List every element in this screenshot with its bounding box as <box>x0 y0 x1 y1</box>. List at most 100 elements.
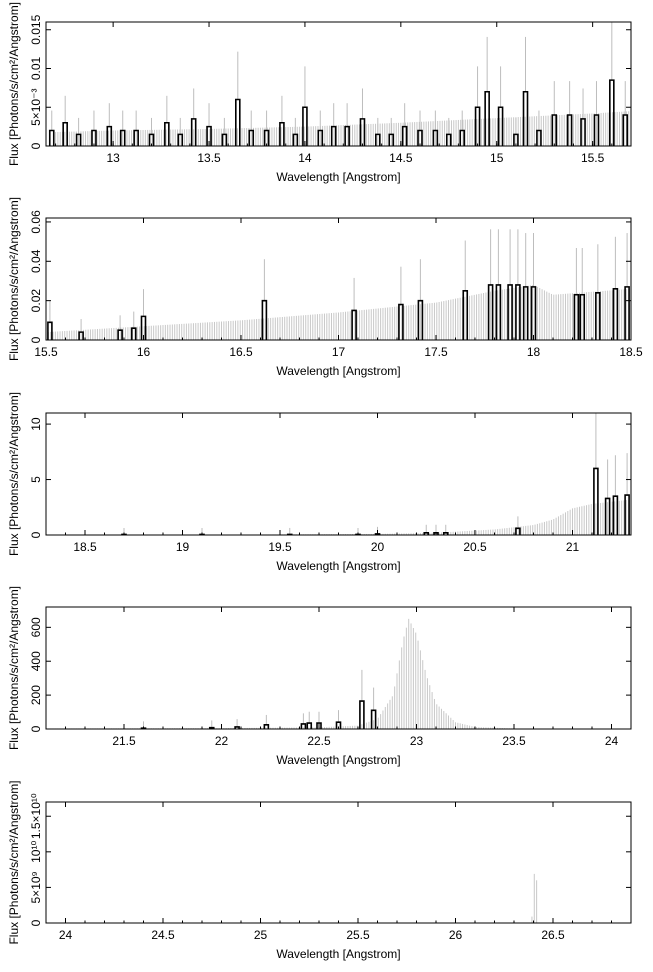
data-bar <box>612 288 619 340</box>
data-bar <box>417 129 423 146</box>
x-tick-label: 21.5 <box>112 734 136 748</box>
data-bar <box>47 321 53 340</box>
y-tick-label: 0.06 <box>29 210 43 234</box>
data-bar <box>445 133 452 146</box>
data-bar <box>474 106 481 146</box>
x-tick-label: 26.5 <box>541 928 565 942</box>
y-tick-label: 200 <box>29 685 43 705</box>
data-bar <box>306 722 313 729</box>
data-bar <box>536 129 542 146</box>
x-tick-label: 24.5 <box>151 928 175 942</box>
data-bar <box>566 114 573 146</box>
data-bar <box>78 331 84 340</box>
x-tick-label: 19.5 <box>268 540 292 554</box>
data-bar <box>263 723 270 729</box>
data-bar <box>221 133 228 146</box>
data-bar <box>442 531 449 535</box>
data-bar <box>401 125 408 146</box>
x-tick-label: 19 <box>176 540 190 554</box>
data-bar <box>551 114 558 146</box>
spectrum-panel-3: 18.5 19 19.5 20 20.5 21 0 5 10 Wavelength [Angstr… <box>7 392 632 573</box>
x-tick-label: 25 <box>254 928 268 942</box>
model-spectrum <box>55 111 630 146</box>
observed-spectrum <box>140 669 377 729</box>
plot-frame <box>45 21 632 147</box>
x-tick-label: 20.5 <box>463 540 487 554</box>
data-bar <box>593 114 600 146</box>
data-bar <box>388 133 395 146</box>
data-bar <box>432 129 439 146</box>
data-bar <box>622 114 629 146</box>
data-bar <box>522 90 529 146</box>
data-bar <box>484 90 490 146</box>
x-tick-label: 18.5 <box>73 540 97 554</box>
x-tick-label: 15 <box>490 151 504 165</box>
spectrum-panel-4: 21.5 22 22.5 23 23.5 24 0 200 400 600 Wavelength [… <box>7 586 632 767</box>
y-tick-label: 0 <box>29 336 43 343</box>
y-tick-label: 0 <box>29 725 43 732</box>
data-bar <box>235 98 241 146</box>
data-bar <box>130 327 137 340</box>
x-tick-label: 21 <box>566 540 580 554</box>
data-bar <box>497 106 504 146</box>
data-bar <box>330 125 337 146</box>
x-tick-label: 20 <box>371 540 385 554</box>
y-tick-label: 5×10⁻³ <box>29 89 43 126</box>
y-tick-label: 0.02 <box>29 289 43 313</box>
data-bar <box>370 709 377 729</box>
y-tick-label: 0 <box>29 142 43 149</box>
data-bar <box>604 497 611 535</box>
data-bar <box>177 133 184 146</box>
x-tick-label: 16.5 <box>229 345 253 359</box>
data-bar <box>234 726 240 729</box>
y-tick-label: 0 <box>29 531 43 538</box>
data-bar <box>317 129 324 146</box>
y-tick-label: 10 <box>29 417 43 431</box>
data-bar <box>279 121 285 146</box>
data-bar <box>609 79 615 146</box>
data-bar <box>300 723 307 729</box>
data-bar <box>106 125 113 146</box>
data-bar <box>507 284 513 340</box>
data-bar <box>624 494 630 535</box>
data-bar <box>417 299 424 340</box>
data-bar <box>513 133 519 146</box>
data-bar <box>462 290 469 340</box>
x-tick-label: 22.5 <box>307 734 331 748</box>
data-bar <box>612 495 619 535</box>
x-tick-label: 18.5 <box>619 345 643 359</box>
y-tick-label: 600 <box>29 617 43 637</box>
data-bar <box>580 118 586 146</box>
data-bar <box>459 129 466 146</box>
data-bar <box>302 106 308 146</box>
spectrum-panel-1: 13 13.5 14 14.5 15 15.5 0 5×10⁻³ 0.01 0.015 Wavele… <box>7 2 632 184</box>
data-bar <box>261 299 268 340</box>
data-bar <box>316 722 322 729</box>
x-tick-label: 17 <box>332 345 346 359</box>
data-bar <box>351 309 357 340</box>
x-axis-title: Wavelength [Angstrom] <box>276 753 400 767</box>
data-bar <box>375 133 381 146</box>
data-bar <box>248 129 255 146</box>
x-axis-title: Wavelength [Angstrom] <box>276 559 400 573</box>
y-tick-label: 0.04 <box>29 249 43 273</box>
data-bar <box>206 125 212 146</box>
data-bar <box>75 133 82 146</box>
y-tick-label: 1.5×10¹⁰ <box>29 793 43 839</box>
data-bar <box>423 531 430 535</box>
data-bar <box>263 129 270 146</box>
observed-spectrum <box>121 413 630 536</box>
data-bar <box>579 293 586 340</box>
x-tick-label: 14 <box>298 151 312 165</box>
y-tick-label: 5×10⁹ <box>29 871 43 903</box>
y-tick-label: 0.01 <box>29 56 43 80</box>
x-tick-label: 15.5 <box>34 345 58 359</box>
x-tick-label: 25.5 <box>346 928 370 942</box>
data-bar <box>515 284 521 340</box>
model-spectrum <box>45 499 630 535</box>
data-bar <box>48 129 55 146</box>
data-bar <box>190 118 197 146</box>
x-axis-title: Wavelength [Angstrom] <box>276 170 400 184</box>
data-bar <box>208 726 215 729</box>
